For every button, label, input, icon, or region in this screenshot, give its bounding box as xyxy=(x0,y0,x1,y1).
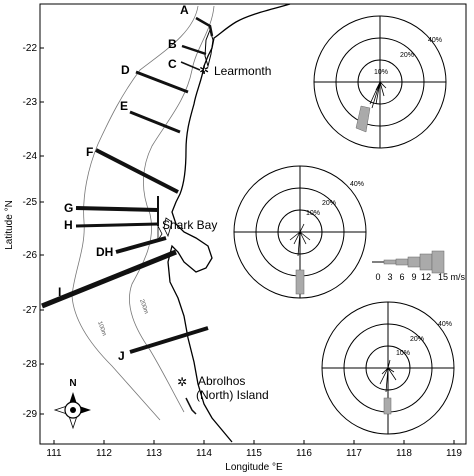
abrolhos-label-line1: Abrolhos xyxy=(198,374,245,388)
transect-i xyxy=(41,249,177,309)
speed-legend: 0 3 6 9 12 15 m/s xyxy=(372,250,466,282)
rose-label-10: 10% xyxy=(396,350,410,357)
wind-rose-north: 10% 20% 40% xyxy=(313,15,447,149)
y-axis-title: Latitude °N xyxy=(4,200,15,250)
legend-tick: 6 xyxy=(399,272,404,282)
x-tick-label: 115 xyxy=(246,448,262,459)
transect-f xyxy=(95,148,179,194)
x-tick-label: 111 xyxy=(46,448,62,459)
x-tick-label: 112 xyxy=(96,448,112,459)
transects xyxy=(41,16,214,415)
shark-bay-islands xyxy=(157,217,173,242)
y-tick-label: -23 xyxy=(23,97,38,108)
learmonth-label: Learmonth xyxy=(214,64,271,78)
x-tick-label: 119 xyxy=(446,448,462,459)
legend-tick: 0 xyxy=(375,272,380,282)
transect-a xyxy=(195,16,214,37)
transect-label-f: F xyxy=(86,145,93,159)
transect-label-g: G xyxy=(64,201,73,215)
abrolhos-marker: ✲ xyxy=(177,375,187,389)
y-tick-label: -27 xyxy=(23,305,38,316)
rose-label-10: 10% xyxy=(374,69,388,76)
transect-label-e: E xyxy=(120,99,128,113)
transect-h xyxy=(75,222,159,228)
contour-label-200m: 200m xyxy=(138,299,149,315)
abrolhos-label-line2: (North) Island xyxy=(196,388,269,402)
rose-label-40: 40% xyxy=(350,181,364,188)
transect-label-a: A xyxy=(180,3,189,17)
transect-c xyxy=(180,61,201,71)
legend-tick: 3 xyxy=(387,272,392,282)
wind-rose-middle: 10% 20% 40% xyxy=(233,165,367,299)
contour-label-100m: 100m xyxy=(96,321,107,337)
rose-label-40: 40% xyxy=(428,37,442,44)
transect-g xyxy=(75,206,159,212)
coastline xyxy=(167,3,291,443)
y-tick-label: -26 xyxy=(23,250,38,261)
x-tick-label: 113 xyxy=(146,448,162,459)
x-tick-label: 117 xyxy=(346,448,362,459)
transect-j xyxy=(129,326,209,354)
transect-b xyxy=(181,44,207,56)
y-tick-label: -29 xyxy=(23,409,38,420)
y-tick-label: -28 xyxy=(23,359,38,370)
legend-tick-unit: 15 m/s xyxy=(438,272,466,282)
contour-200m xyxy=(129,5,215,413)
y-axis: -22 -23 -24 -25 -26 -27 -28 -29 Latitude… xyxy=(4,43,44,420)
transect-e xyxy=(129,110,181,134)
rose-label-20: 20% xyxy=(322,200,336,207)
transect-label-d: D xyxy=(121,63,130,77)
y-tick-label: -25 xyxy=(23,197,38,208)
compass-icon: N xyxy=(53,378,91,430)
transect-south xyxy=(185,397,197,415)
transect-label-j: J xyxy=(118,349,125,363)
x-tick-label: 116 xyxy=(296,448,312,459)
legend-tick: 9 xyxy=(411,272,416,282)
rose-label-20: 20% xyxy=(410,336,424,343)
x-axis-title: Longitude °E xyxy=(225,462,283,473)
rose-label-20: 20% xyxy=(400,52,414,59)
transect-label-b: B xyxy=(168,37,177,51)
y-tick-label: -22 xyxy=(23,43,38,54)
rose-label-10: 10% xyxy=(306,210,320,217)
shark-bay-label: Shark Bay xyxy=(162,218,217,232)
compass-north-label: N xyxy=(69,378,76,389)
learmonth-marker: ✲ xyxy=(199,63,209,77)
x-tick-label: 114 xyxy=(196,448,212,459)
transect-label-i: I xyxy=(58,285,61,299)
transect-label-h: H xyxy=(64,218,73,232)
y-tick-label: -24 xyxy=(23,151,38,162)
x-tick-label: 118 xyxy=(396,448,412,459)
transect-d xyxy=(135,70,189,94)
transect-dh xyxy=(115,236,167,254)
transect-label-dh: DH xyxy=(96,245,113,259)
x-axis: 111 112 113 114 115 116 117 118 119 Long… xyxy=(46,440,462,473)
wind-rose-south: 10% 20% 40% xyxy=(321,301,455,435)
transect-label-c: C xyxy=(168,57,177,71)
legend-tick: 12 xyxy=(421,272,431,282)
contour-100m xyxy=(71,5,199,421)
rose-label-40: 40% xyxy=(438,321,452,328)
